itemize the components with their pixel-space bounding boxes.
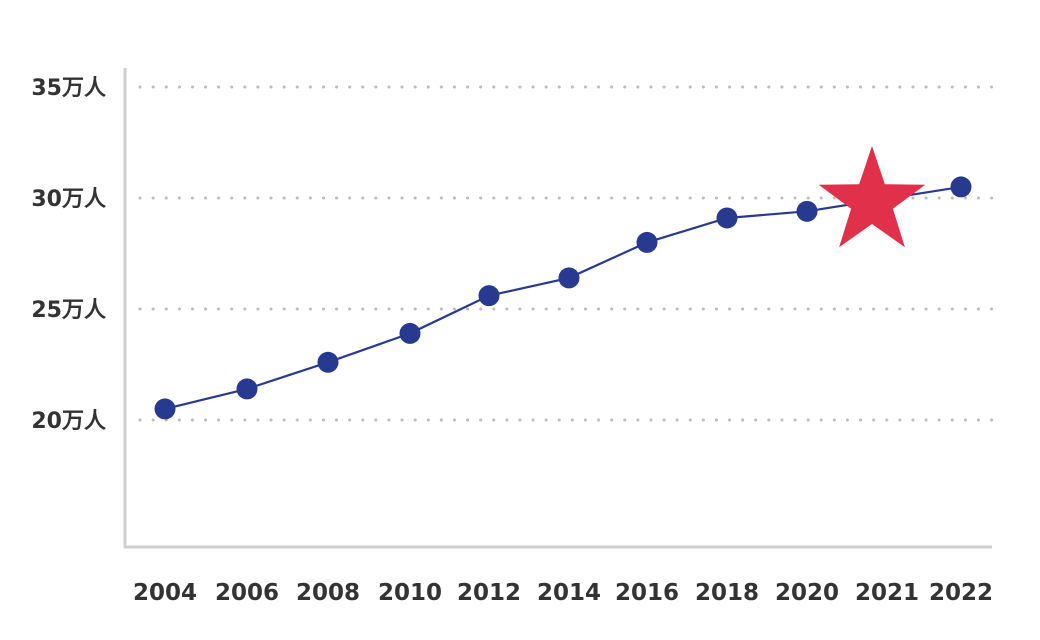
data-point [950, 176, 972, 198]
y-tick-label: 20万人 [31, 409, 106, 434]
star-icon [818, 146, 926, 248]
data-point [317, 351, 339, 373]
x-tick-labels: 2004 2006 2008 2010 2012 2014 2016 2018 2020 2021… [133, 580, 993, 606]
data-point [716, 207, 738, 229]
grid-lines [138, 85, 994, 422]
data-point [399, 322, 421, 344]
y-tick-label: 35万人 [31, 76, 106, 101]
x-tick-label: 2016 [615, 580, 679, 606]
x-tick-label: 2006 [215, 580, 279, 606]
data-point [478, 285, 500, 307]
y-tick-labels: 20万人 25万人 30万人 35万人 [31, 76, 106, 434]
x-tick-label: 2014 [537, 580, 601, 606]
data-point [236, 378, 258, 400]
series-group [154, 176, 972, 420]
y-tick-label: 30万人 [31, 187, 106, 212]
series-line [164, 185, 962, 410]
x-tick-label: 2004 [133, 580, 197, 606]
x-tick-label: 2022 [929, 580, 993, 606]
highlight-group [818, 146, 926, 248]
y-tick-label: 25万人 [31, 298, 106, 323]
x-tick-label: 2010 [378, 580, 442, 606]
data-point [154, 398, 176, 420]
x-tick-label: 2021 [855, 580, 919, 606]
x-tick-label: 2012 [457, 580, 521, 606]
data-point [796, 200, 818, 222]
data-point [558, 267, 580, 289]
x-tick-label: 2008 [296, 580, 360, 606]
data-point [636, 231, 658, 253]
x-tick-label: 2020 [775, 580, 839, 606]
x-tick-label: 2018 [695, 580, 759, 606]
